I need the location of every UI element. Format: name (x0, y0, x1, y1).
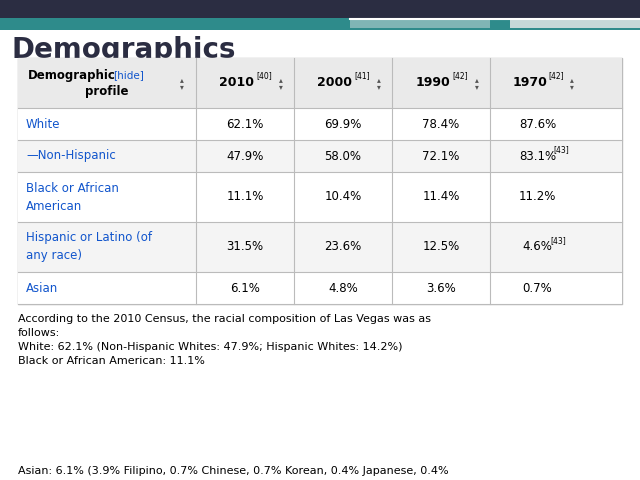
Bar (18, 272, 622, 304)
Bar (510, 19, 640, 28)
Text: any race): any race) (26, 250, 82, 263)
Text: White: White (26, 118, 61, 131)
Text: 23.6%: 23.6% (324, 240, 362, 253)
Text: [hide]: [hide] (113, 70, 144, 80)
Bar (350, 19, 490, 28)
Text: ▴
▾: ▴ ▾ (180, 75, 184, 91)
Bar (18, 172, 622, 222)
Text: 47.9%: 47.9% (227, 149, 264, 163)
Bar (18, 140, 622, 172)
Text: 2010: 2010 (220, 76, 255, 89)
Text: Demographics: Demographics (12, 36, 237, 64)
Text: 62.1%: 62.1% (227, 118, 264, 131)
Text: Black or African American: 11.1%: Black or African American: 11.1% (18, 356, 205, 366)
Text: Asian: Asian (26, 281, 58, 295)
Text: 4.6%: 4.6% (523, 240, 552, 253)
Text: profile: profile (85, 84, 129, 97)
Text: American: American (26, 200, 83, 213)
Text: ▴
▾: ▴ ▾ (475, 75, 479, 91)
Text: ▴
▾: ▴ ▾ (377, 75, 381, 91)
Bar (0, 18, 640, 30)
Text: 1970: 1970 (512, 76, 547, 89)
Text: 11.2%: 11.2% (519, 191, 556, 204)
Text: 87.6%: 87.6% (519, 118, 556, 131)
Text: According to the 2010 Census, the racial composition of Las Vegas was as: According to the 2010 Census, the racial… (18, 314, 431, 324)
Text: ▴
▾: ▴ ▾ (279, 75, 283, 91)
Text: 6.1%: 6.1% (230, 281, 260, 295)
Text: 11.4%: 11.4% (422, 191, 460, 204)
Text: follows:: follows: (18, 328, 60, 338)
Text: Black or African: Black or African (26, 181, 119, 194)
Text: 10.4%: 10.4% (324, 191, 362, 204)
Text: [43]: [43] (554, 145, 569, 155)
Text: 2000: 2000 (317, 76, 353, 89)
Bar (18, 58, 622, 108)
Text: 78.4%: 78.4% (422, 118, 460, 131)
Text: [40]: [40] (256, 72, 272, 81)
Bar (0, 0, 640, 18)
Text: 31.5%: 31.5% (227, 240, 264, 253)
Text: Demographic: Demographic (28, 69, 116, 82)
Text: 4.8%: 4.8% (328, 281, 358, 295)
Text: 11.1%: 11.1% (227, 191, 264, 204)
Text: 72.1%: 72.1% (422, 149, 460, 163)
Text: [42]: [42] (452, 72, 468, 81)
Text: 58.0%: 58.0% (324, 149, 362, 163)
Text: 69.9%: 69.9% (324, 118, 362, 131)
Bar (18, 58, 622, 304)
Text: 1990: 1990 (415, 76, 451, 89)
Text: —Non-Hispanic: —Non-Hispanic (26, 149, 116, 163)
Bar (18, 222, 622, 272)
Text: 3.6%: 3.6% (426, 281, 456, 295)
Text: 83.1%: 83.1% (519, 149, 556, 163)
Text: ▴
▾: ▴ ▾ (570, 75, 574, 91)
Bar (18, 108, 622, 140)
Text: Asian: 6.1% (3.9% Filipino, 0.7% Chinese, 0.7% Korean, 0.4% Japanese, 0.4%: Asian: 6.1% (3.9% Filipino, 0.7% Chinese… (18, 466, 449, 476)
Text: 0.7%: 0.7% (523, 281, 552, 295)
Text: White: 62.1% (Non-Hispanic Whites: 47.9%; Hispanic Whites: 14.2%): White: 62.1% (Non-Hispanic Whites: 47.9%… (18, 342, 403, 352)
Text: [42]: [42] (548, 72, 564, 81)
Text: [41]: [41] (354, 72, 370, 81)
Text: [43]: [43] (550, 237, 566, 245)
Text: Hispanic or Latino (of: Hispanic or Latino (of (26, 231, 152, 244)
Text: 12.5%: 12.5% (422, 240, 460, 253)
